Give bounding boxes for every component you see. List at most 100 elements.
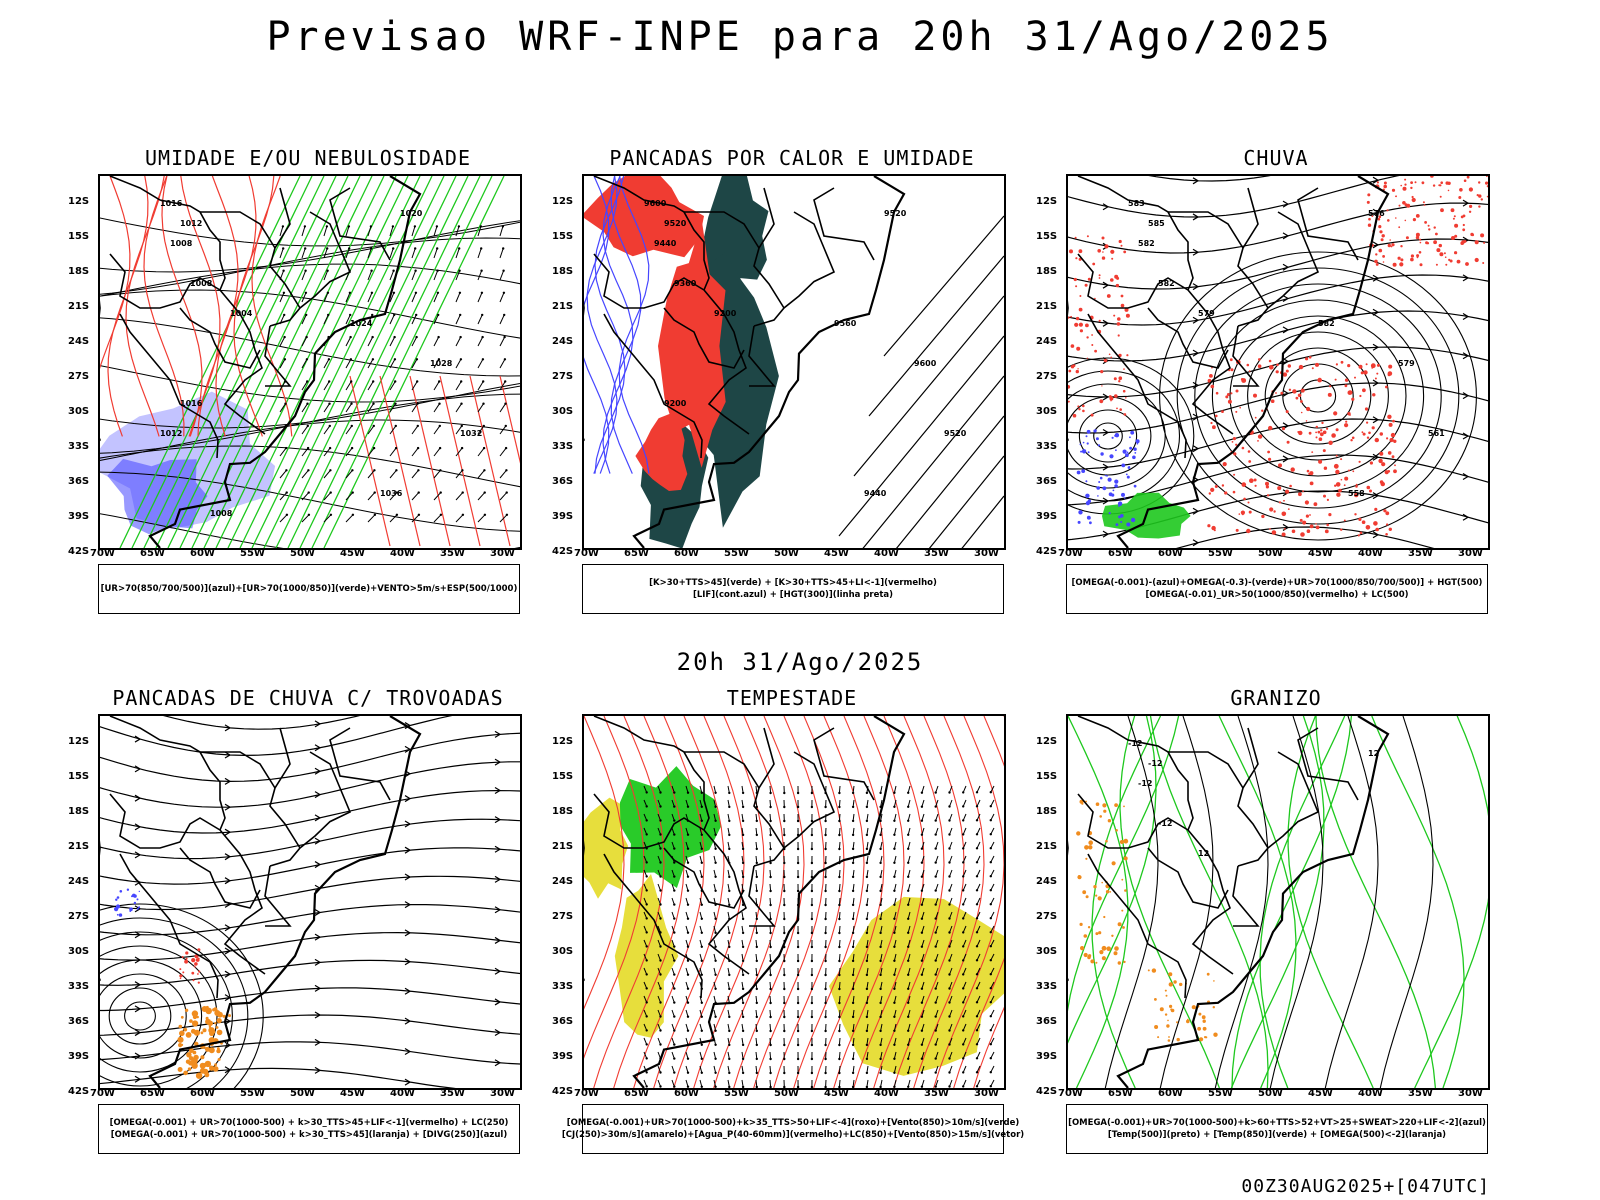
map-frame: 9600 9520 9440 9360 9200 9520 9560 9600 9520 9440… bbox=[582, 174, 1006, 550]
wind-vector-head bbox=[975, 903, 979, 906]
wind-vector-head bbox=[439, 513, 443, 516]
temp-500-contour bbox=[1269, 716, 1324, 1088]
wind-vector-head bbox=[962, 791, 965, 794]
wind-vector-head bbox=[962, 1085, 965, 1088]
omega-500-area bbox=[1088, 954, 1092, 958]
rain-area bbox=[1418, 251, 1422, 254]
wind-vector-head bbox=[865, 861, 869, 865]
political-border bbox=[1187, 289, 1234, 435]
wind-vector-head bbox=[645, 875, 648, 878]
wind-vector-head bbox=[769, 1085, 772, 1088]
wind-vector-head bbox=[700, 1029, 703, 1032]
streamline-arrow bbox=[314, 744, 322, 752]
wind-vector-head bbox=[673, 1057, 676, 1060]
convection-k-tts-area bbox=[214, 1010, 221, 1016]
omega-weak-area bbox=[1081, 469, 1086, 473]
wind-vector-head bbox=[851, 1029, 855, 1033]
rain-area bbox=[1379, 230, 1383, 234]
wind-vector-head bbox=[351, 491, 354, 494]
wind-vector-head bbox=[439, 491, 442, 494]
wind-vector-head bbox=[645, 1071, 648, 1074]
convection-k-tts-area bbox=[217, 1047, 220, 1050]
wind-vector-head bbox=[755, 1015, 758, 1019]
wind-vector-head bbox=[810, 1085, 814, 1088]
wind-vector bbox=[323, 514, 332, 523]
wind-vector-head bbox=[479, 225, 483, 228]
rain-area bbox=[1073, 277, 1077, 282]
latitude-tick-label: 36S bbox=[552, 476, 574, 487]
political-border bbox=[1237, 187, 1269, 309]
latitude-tick-label: 12S bbox=[1036, 736, 1058, 747]
streamline-arrow bbox=[1192, 349, 1200, 357]
wind-vector bbox=[477, 403, 484, 413]
wind-vector-head bbox=[414, 269, 417, 272]
wind-vector bbox=[279, 226, 284, 237]
wind-vector-head bbox=[439, 469, 442, 472]
wind-vector-head bbox=[741, 903, 745, 907]
wind-vector-head bbox=[755, 1043, 758, 1047]
instability-li-area bbox=[658, 220, 726, 468]
streamline-arrow bbox=[404, 1017, 412, 1025]
wind-vector bbox=[455, 359, 462, 369]
wind-vector-head bbox=[893, 1043, 896, 1046]
contour-label: 579 bbox=[1398, 359, 1415, 368]
wind-vector-head bbox=[975, 959, 979, 962]
wind-vector-head bbox=[437, 358, 441, 361]
wind-vector-head bbox=[372, 380, 375, 383]
legend-line: [K>30+TTS>45](verde) + [K>30+TTS>45+LI<-… bbox=[649, 578, 937, 588]
temp-500-contour bbox=[1159, 716, 1214, 1088]
rain-area bbox=[1326, 523, 1329, 527]
contour-label: 9440 bbox=[864, 489, 887, 498]
wind-vector-head bbox=[755, 1085, 758, 1088]
omega-500-area bbox=[1117, 922, 1122, 927]
wind-vector-head bbox=[989, 931, 992, 934]
wind-vector-head bbox=[714, 875, 717, 878]
rain-area bbox=[1371, 367, 1374, 369]
wind-vector-head bbox=[416, 380, 419, 383]
wind-vector-head bbox=[851, 931, 855, 935]
wind-vector-head bbox=[755, 931, 758, 935]
contour-label: 558 bbox=[1348, 489, 1365, 498]
streamline-arrow bbox=[224, 853, 232, 861]
rain-area bbox=[1374, 507, 1378, 511]
rain-area bbox=[1392, 419, 1395, 423]
rain-area bbox=[1415, 214, 1420, 218]
convection-k-tts-area bbox=[208, 1037, 215, 1044]
rain-area bbox=[1436, 248, 1441, 253]
wind-vector-head bbox=[893, 1085, 896, 1088]
streamline-arrow bbox=[314, 1038, 322, 1046]
omega-500-area bbox=[1205, 1036, 1208, 1039]
wind-vector-head bbox=[307, 513, 311, 516]
rain-area bbox=[1125, 397, 1127, 399]
rain-area bbox=[1235, 389, 1239, 393]
rain-area bbox=[1116, 322, 1121, 326]
map-frame: 583 585 582 582 579 576 582 579 561 558 bbox=[1066, 174, 1490, 550]
wind-vector-head bbox=[975, 1057, 979, 1060]
wind-vector-head bbox=[879, 847, 882, 851]
wind-vector-head bbox=[907, 791, 910, 794]
wind-vector bbox=[323, 314, 329, 325]
omega-500-area bbox=[1081, 802, 1084, 805]
wind-vector bbox=[455, 469, 463, 479]
wind-vector-head bbox=[851, 1057, 855, 1061]
rain-area bbox=[1258, 358, 1261, 361]
geography bbox=[1068, 716, 1390, 1088]
rain-area bbox=[1449, 259, 1453, 263]
contour-label: 583 bbox=[1128, 199, 1145, 208]
wind-vector bbox=[477, 226, 482, 237]
omega-500-area bbox=[1202, 1026, 1207, 1031]
wind-vector-head bbox=[285, 491, 288, 494]
political-border bbox=[109, 253, 221, 309]
wind-vector-head bbox=[482, 380, 485, 383]
rain-area bbox=[1456, 259, 1461, 264]
wind-vector-head bbox=[796, 1085, 800, 1088]
wind-vector-head bbox=[920, 833, 924, 836]
latitude-tick-label: 18S bbox=[1036, 806, 1058, 817]
wind-vector-head bbox=[659, 917, 662, 920]
wind-vector-head bbox=[373, 469, 376, 472]
geography bbox=[100, 176, 422, 548]
wind-vector-head bbox=[645, 1085, 648, 1088]
map-frame bbox=[98, 714, 522, 1090]
rain-area bbox=[1241, 446, 1245, 450]
precipitable-water-contour bbox=[653, 716, 725, 1088]
